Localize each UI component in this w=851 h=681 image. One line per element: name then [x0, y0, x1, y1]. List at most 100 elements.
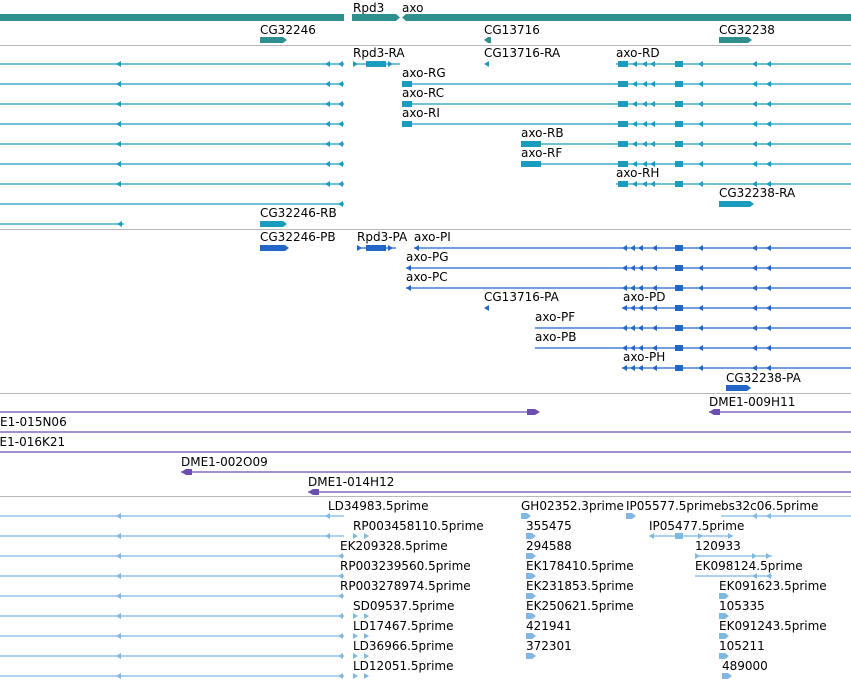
transcript-cg13716-ra[interactable]	[484, 61, 489, 67]
transcript-left-row-8[interactable]	[0, 201, 344, 207]
clone-label-dme1-009h11: DME1-009H11	[709, 395, 795, 409]
est-355475[interactable]	[526, 533, 536, 539]
est-ek091623[interactable]	[719, 593, 729, 599]
protein-axo-pd[interactable]	[622, 305, 851, 311]
est-left-row-6[interactable]	[0, 613, 369, 619]
gene-track: Rpd3 axo CG32246 CG13716 CG32238	[0, 1, 851, 43]
transcript-cg32246-rb[interactable]	[260, 221, 287, 227]
protein-axo-pf[interactable]	[535, 325, 851, 331]
transcript-axo-rh[interactable]	[616, 181, 851, 187]
protein-axo-pg[interactable]	[406, 265, 851, 271]
protein-cg32246-pb[interactable]	[260, 245, 289, 251]
clone-label-e1-015n06: E1-015N06	[0, 415, 67, 429]
est-left-row-1[interactable]	[0, 513, 344, 519]
transcript-axo-rb[interactable]	[521, 141, 851, 147]
transcript-axo-rg[interactable]	[402, 81, 851, 87]
est-label-ek178410: EK178410.5prime	[526, 559, 634, 573]
est-105335[interactable]	[719, 613, 729, 619]
transcript-label-axo-rd: axo-RD	[616, 46, 660, 60]
gene-feature-rpd3[interactable]	[352, 14, 400, 21]
clone-label-dme1-014h12: DME1-014H12	[308, 475, 394, 489]
clone-left-row-1[interactable]	[0, 409, 540, 415]
transcript-left-row-1[interactable]	[0, 61, 344, 67]
transcript-left-row-5[interactable]	[0, 141, 344, 147]
est-gh02352[interactable]	[521, 513, 531, 519]
transcript-left-row-9[interactable]	[0, 221, 124, 227]
est-ek098124[interactable]	[695, 573, 772, 579]
transcript-label-axo-rh: axo-RH	[616, 166, 659, 180]
est-left-row-5[interactable]	[0, 593, 344, 599]
protein-axo-ph[interactable]	[622, 365, 851, 371]
est-track: LD34983.5prime GH02352.3prime IP05577.5p…	[0, 499, 851, 679]
est-bs32c06[interactable]	[721, 513, 851, 519]
est-left-row-7[interactable]	[0, 633, 369, 639]
transcript-rpd3-ra[interactable]	[353, 61, 400, 67]
protein-cg32238-pa[interactable]	[726, 385, 751, 391]
gene-feature-cg32238[interactable]	[719, 37, 752, 43]
transcript-axo-rf[interactable]	[521, 161, 851, 167]
est-372301[interactable]	[526, 653, 536, 659]
protein-label-axo-pd: axo-PD	[623, 290, 665, 304]
protein-label-axo-pf: axo-PF	[535, 310, 575, 324]
transcript-axo-rc[interactable]	[402, 101, 851, 107]
clone-dme1-014h12[interactable]	[308, 489, 851, 495]
gene-label-cg13716: CG13716	[484, 23, 540, 37]
transcript-left-row-4[interactable]	[0, 121, 344, 127]
transcript-axo-ri[interactable]	[402, 121, 851, 127]
gene-feature-cg13716[interactable]	[484, 37, 491, 43]
gene-feature-rpd3-left[interactable]	[0, 14, 344, 21]
protein-label-axo-pg: axo-PG	[406, 250, 449, 264]
protein-cg13716-pa[interactable]	[484, 305, 489, 311]
est-294588[interactable]	[526, 553, 536, 559]
est-label-ek209328: EK209328.5prime	[340, 539, 448, 553]
transcript-left-row-7[interactable]	[0, 181, 344, 187]
transcript-label-axo-rb: axo-RB	[521, 126, 564, 140]
gene-label-cg32238: CG32238	[719, 23, 775, 37]
est-ek091243[interactable]	[719, 633, 729, 639]
transcript-left-row-6[interactable]	[0, 161, 344, 167]
est-421941[interactable]	[526, 633, 536, 639]
est-label-105211: 105211	[719, 639, 765, 653]
est-489000[interactable]	[722, 673, 732, 679]
est-label-105335: 105335	[719, 599, 765, 613]
est-label-ek091243: EK091243.5prime	[719, 619, 827, 633]
protein-axo-pb[interactable]	[535, 345, 851, 351]
est-label-421941: 421941	[526, 619, 572, 633]
est-ip05577[interactable]	[626, 513, 636, 519]
protein-rpd3-pa[interactable]	[357, 245, 396, 251]
protein-axo-pi[interactable]	[414, 245, 851, 251]
est-ip05477[interactable]	[649, 533, 733, 539]
est-left-row-8[interactable]	[0, 653, 369, 659]
est-ek250621[interactable]	[526, 613, 536, 619]
transcript-left-row-2[interactable]	[0, 81, 344, 87]
est-left-row-2[interactable]	[0, 533, 369, 539]
est-label-120933: 120933	[695, 539, 741, 553]
est-ek231853[interactable]	[526, 593, 536, 599]
est-label-rp003278974: RP003278974.5prime	[340, 579, 471, 593]
transcript-axo-rd[interactable]	[616, 61, 851, 67]
est-120933[interactable]	[695, 553, 772, 559]
gene-feature-cg32246[interactable]	[260, 37, 287, 43]
est-label-ip05477: IP05477.5prime	[649, 519, 744, 533]
est-label-rp003458110: RP003458110.5prime	[353, 519, 484, 533]
transcript-label-axo-rf: axo-RF	[521, 146, 562, 160]
protein-axo-pc[interactable]	[406, 285, 851, 291]
est-label-372301: 372301	[526, 639, 572, 653]
clone-label-ie1-016k21: IE1-016K21	[0, 435, 65, 449]
est-left-row-9[interactable]	[0, 673, 369, 679]
est-left-row-3[interactable]	[0, 553, 344, 559]
protein-label-axo-ph: axo-PH	[623, 350, 665, 364]
est-105211[interactable]	[719, 653, 729, 659]
est-label-ek098124: EK098124.5prime	[695, 559, 803, 573]
gene-feature-axo[interactable]	[402, 14, 851, 21]
est-left-row-4[interactable]	[0, 573, 344, 579]
clone-dme1-002o09[interactable]	[181, 469, 851, 475]
clone-dme1-009h11[interactable]	[709, 409, 851, 415]
protein-label-cg13716-pa: CG13716-PA	[484, 290, 560, 304]
est-ek178410[interactable]	[526, 573, 536, 579]
clone-track: DME1-009H11 E1-015N06 IE1-016K21 DME1-00…	[0, 395, 851, 495]
clone-label-dme1-002o09: DME1-002O09	[181, 455, 268, 469]
transcript-left-row-3[interactable]	[0, 101, 344, 107]
transcript-cg32238-ra[interactable]	[719, 201, 754, 207]
